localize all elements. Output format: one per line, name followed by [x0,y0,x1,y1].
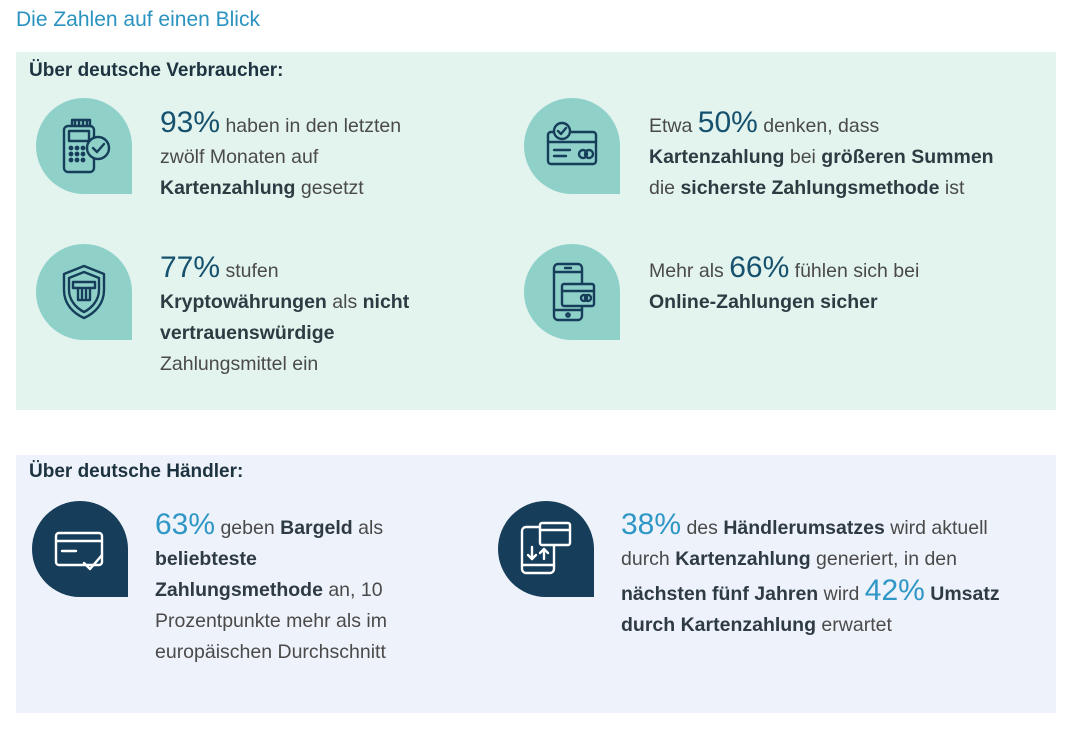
stat-text: gesetzt [295,177,364,199]
stat-text: stufen [220,260,279,282]
stat-text: Zahlungsmittel ein [160,353,319,375]
merchant-heading: Über deutsche Händler: [29,461,244,482]
consumer-stat-4: Mehr als 66% fühlen sich bei Online-Zahl… [649,252,1054,318]
consumer-stat-2: Etwa 50% denken, dass Kartenzahlung bei … [649,107,1054,204]
consumer-stat-3: 77% stufen Kryptowährungen als nicht ver… [160,252,490,380]
stat-value: 77% [160,251,221,284]
credit-card-check-icon [546,121,598,166]
stat-emphasis: Online-Zahlungen sicher [649,291,878,313]
stat-text: geben [215,517,281,539]
stat-value: 50% [697,106,758,139]
merchant-panel: Über deutsche Händler: 63% geben Bargeld… [16,455,1056,713]
stat-text: haben in den letzten [220,115,402,137]
stat-text: die [649,177,681,199]
consumer-stat-4-icon-container [524,244,620,340]
stat-text: wird aktuell [884,517,988,539]
stat-text: zwölf Monaten auf [160,146,319,168]
credit-card-check-icon [54,531,104,571]
stat-text: bei [784,146,822,168]
tablet-card-transfer-icon [520,521,572,575]
stat-text: des [681,517,724,539]
stat-text: fühlen sich bei [789,260,920,282]
stat-text: wird [818,583,865,605]
page-title: Die Zahlen auf einen Blick [16,8,260,31]
stat-emphasis: Kartenzahlung [649,146,785,168]
stat-emphasis: Händlerumsatzes [723,517,885,539]
shield-card-icon [62,264,106,320]
consumer-heading: Über deutsche Verbraucher: [29,60,284,81]
smartphone-card-icon [552,262,596,322]
stat-value: 93% [160,106,221,139]
card-terminal-check-icon [62,118,111,174]
stat-emphasis: sicherste Zahlungsmethode [680,177,940,199]
merchant-stat-2-icon-container [498,501,594,597]
stat-text: durch [621,548,676,570]
stat-emphasis: Kryptowährungen [160,291,327,313]
stat-value: 63% [155,508,216,541]
stat-emphasis: Umsatz [930,583,1000,605]
consumer-stat-1-icon-container [36,98,132,194]
stat-text: generiert, in den [810,548,957,570]
stat-value: 38% [621,508,682,541]
stat-text: denken, dass [757,115,880,137]
stat-text: Etwa [649,115,698,137]
stat-emphasis: nächsten fünf Jahren [621,583,819,605]
stat-emphasis: Kartenzahlung [160,177,296,199]
stat-emphasis: größeren Summen [821,146,994,168]
stat-text: Prozentpunkte mehr als im [155,610,387,632]
stat-emphasis: nicht [362,291,410,313]
stat-emphasis: vertrauenswürdige [160,322,335,344]
stat-emphasis: beliebteste [155,548,257,570]
stat-value: 66% [729,251,790,284]
stat-text: an, 10 [322,579,383,601]
merchant-stat-1: 63% geben Bargeld als beliebteste Zahlun… [155,509,485,668]
stat-emphasis: Kartenzahlung [675,548,811,570]
consumer-stat-1: 93% haben in den letzten zwölf Monaten a… [160,107,490,204]
consumer-panel: Über deutsche Verbraucher: 93% haben in … [16,52,1056,410]
stat-text: erwartet [816,614,892,636]
consumer-stat-2-icon-container [524,98,620,194]
stat-value-secondary: 42% [864,574,925,607]
stat-text: Mehr als [649,260,730,282]
stat-emphasis: Bargeld [280,517,353,539]
stat-text: europäischen Durchschnitt [155,641,386,663]
stat-text: ist [939,177,965,199]
merchant-stat-1-icon-container [32,501,128,597]
stat-text: als [326,291,363,313]
merchant-stat-2: 38% des Händlerumsatzes wird aktuell dur… [621,509,1051,641]
consumer-stat-3-icon-container [36,244,132,340]
stat-emphasis: durch Kartenzahlung [621,614,817,636]
stat-text: als [352,517,384,539]
stat-emphasis: Zahlungsmethode [155,579,323,601]
